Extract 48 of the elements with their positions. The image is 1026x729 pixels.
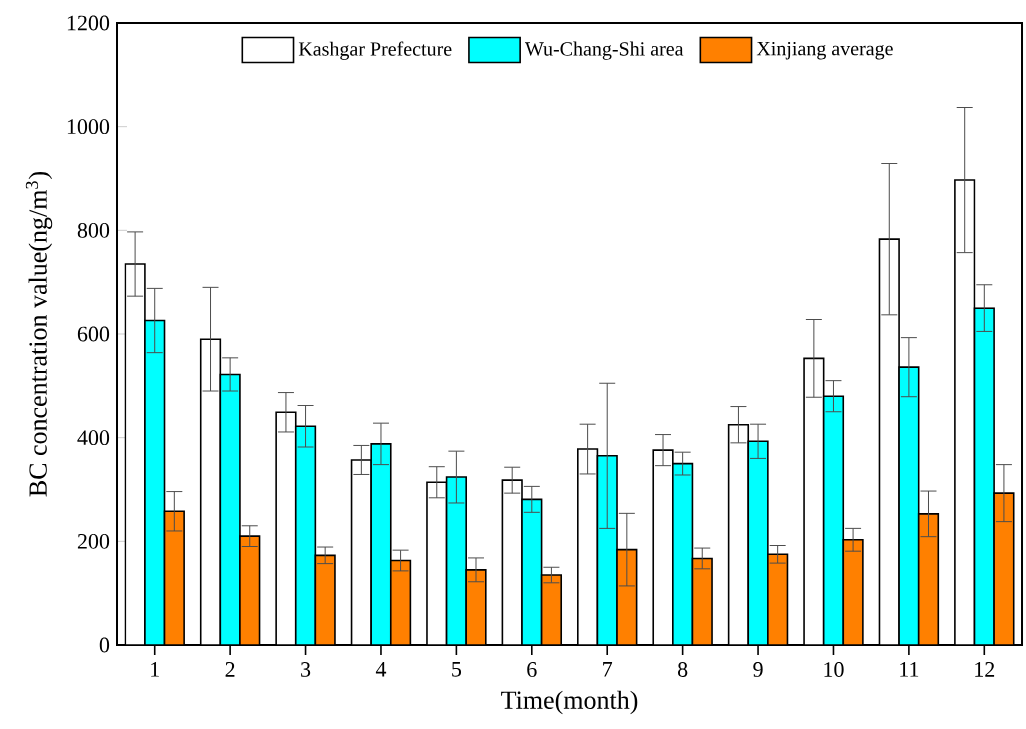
bar bbox=[973, 307, 995, 645]
legend-label: Xinjiang average bbox=[756, 41, 893, 60]
bar bbox=[219, 373, 241, 645]
bar bbox=[822, 395, 845, 645]
x-tick-label: 7 bbox=[603, 662, 613, 677]
y-tick-label: 1000 bbox=[67, 119, 110, 135]
x-tick-label: 10 bbox=[824, 662, 844, 677]
y-tick-label: 400 bbox=[77, 430, 110, 446]
y-tick-label: 800 bbox=[77, 222, 110, 238]
y-tick-label: 200 bbox=[77, 533, 110, 549]
bar bbox=[767, 553, 789, 645]
bar bbox=[898, 366, 920, 645]
bar bbox=[917, 513, 940, 645]
y-tick-label: 600 bbox=[77, 326, 110, 342]
bar bbox=[163, 510, 185, 645]
y-tick-label: 0 bbox=[99, 637, 110, 653]
bar bbox=[596, 455, 618, 645]
bar bbox=[445, 476, 467, 645]
y-tick-label: 1200 bbox=[67, 15, 110, 31]
bar bbox=[389, 559, 412, 645]
x-tick-label: 8 bbox=[677, 662, 688, 677]
bar bbox=[239, 535, 261, 645]
x-tick-label: 11 bbox=[900, 662, 919, 677]
bar bbox=[747, 440, 769, 645]
bar bbox=[842, 538, 864, 645]
bar bbox=[294, 425, 317, 645]
bar bbox=[465, 569, 487, 645]
bar bbox=[370, 443, 392, 645]
legend-label: Kashgar Prefecture bbox=[298, 41, 452, 60]
x-tick-label: 6 bbox=[527, 662, 537, 677]
x-tick-label: 2 bbox=[225, 662, 235, 677]
bar bbox=[521, 498, 543, 645]
x-axis-title: Time(month) bbox=[501, 690, 638, 715]
legend-label: Wu-Chang-Shi area bbox=[524, 41, 684, 60]
bar bbox=[314, 554, 336, 645]
x-tick-label: 9 bbox=[753, 662, 763, 677]
x-tick-label: 12 bbox=[975, 662, 995, 677]
x-tick-label: 1 bbox=[151, 662, 159, 677]
bar bbox=[616, 548, 638, 645]
y-axis-title: BC concentration value(ng/m$^{3}$) bbox=[25, 171, 53, 497]
bar bbox=[672, 462, 694, 645]
bar bbox=[144, 319, 166, 645]
x-tick-label: 5 bbox=[452, 662, 462, 677]
x-tick-label: 3 bbox=[301, 662, 311, 677]
bar bbox=[540, 574, 563, 645]
bar bbox=[993, 492, 1015, 645]
bar bbox=[691, 557, 713, 645]
x-tick-label: 4 bbox=[375, 662, 387, 677]
